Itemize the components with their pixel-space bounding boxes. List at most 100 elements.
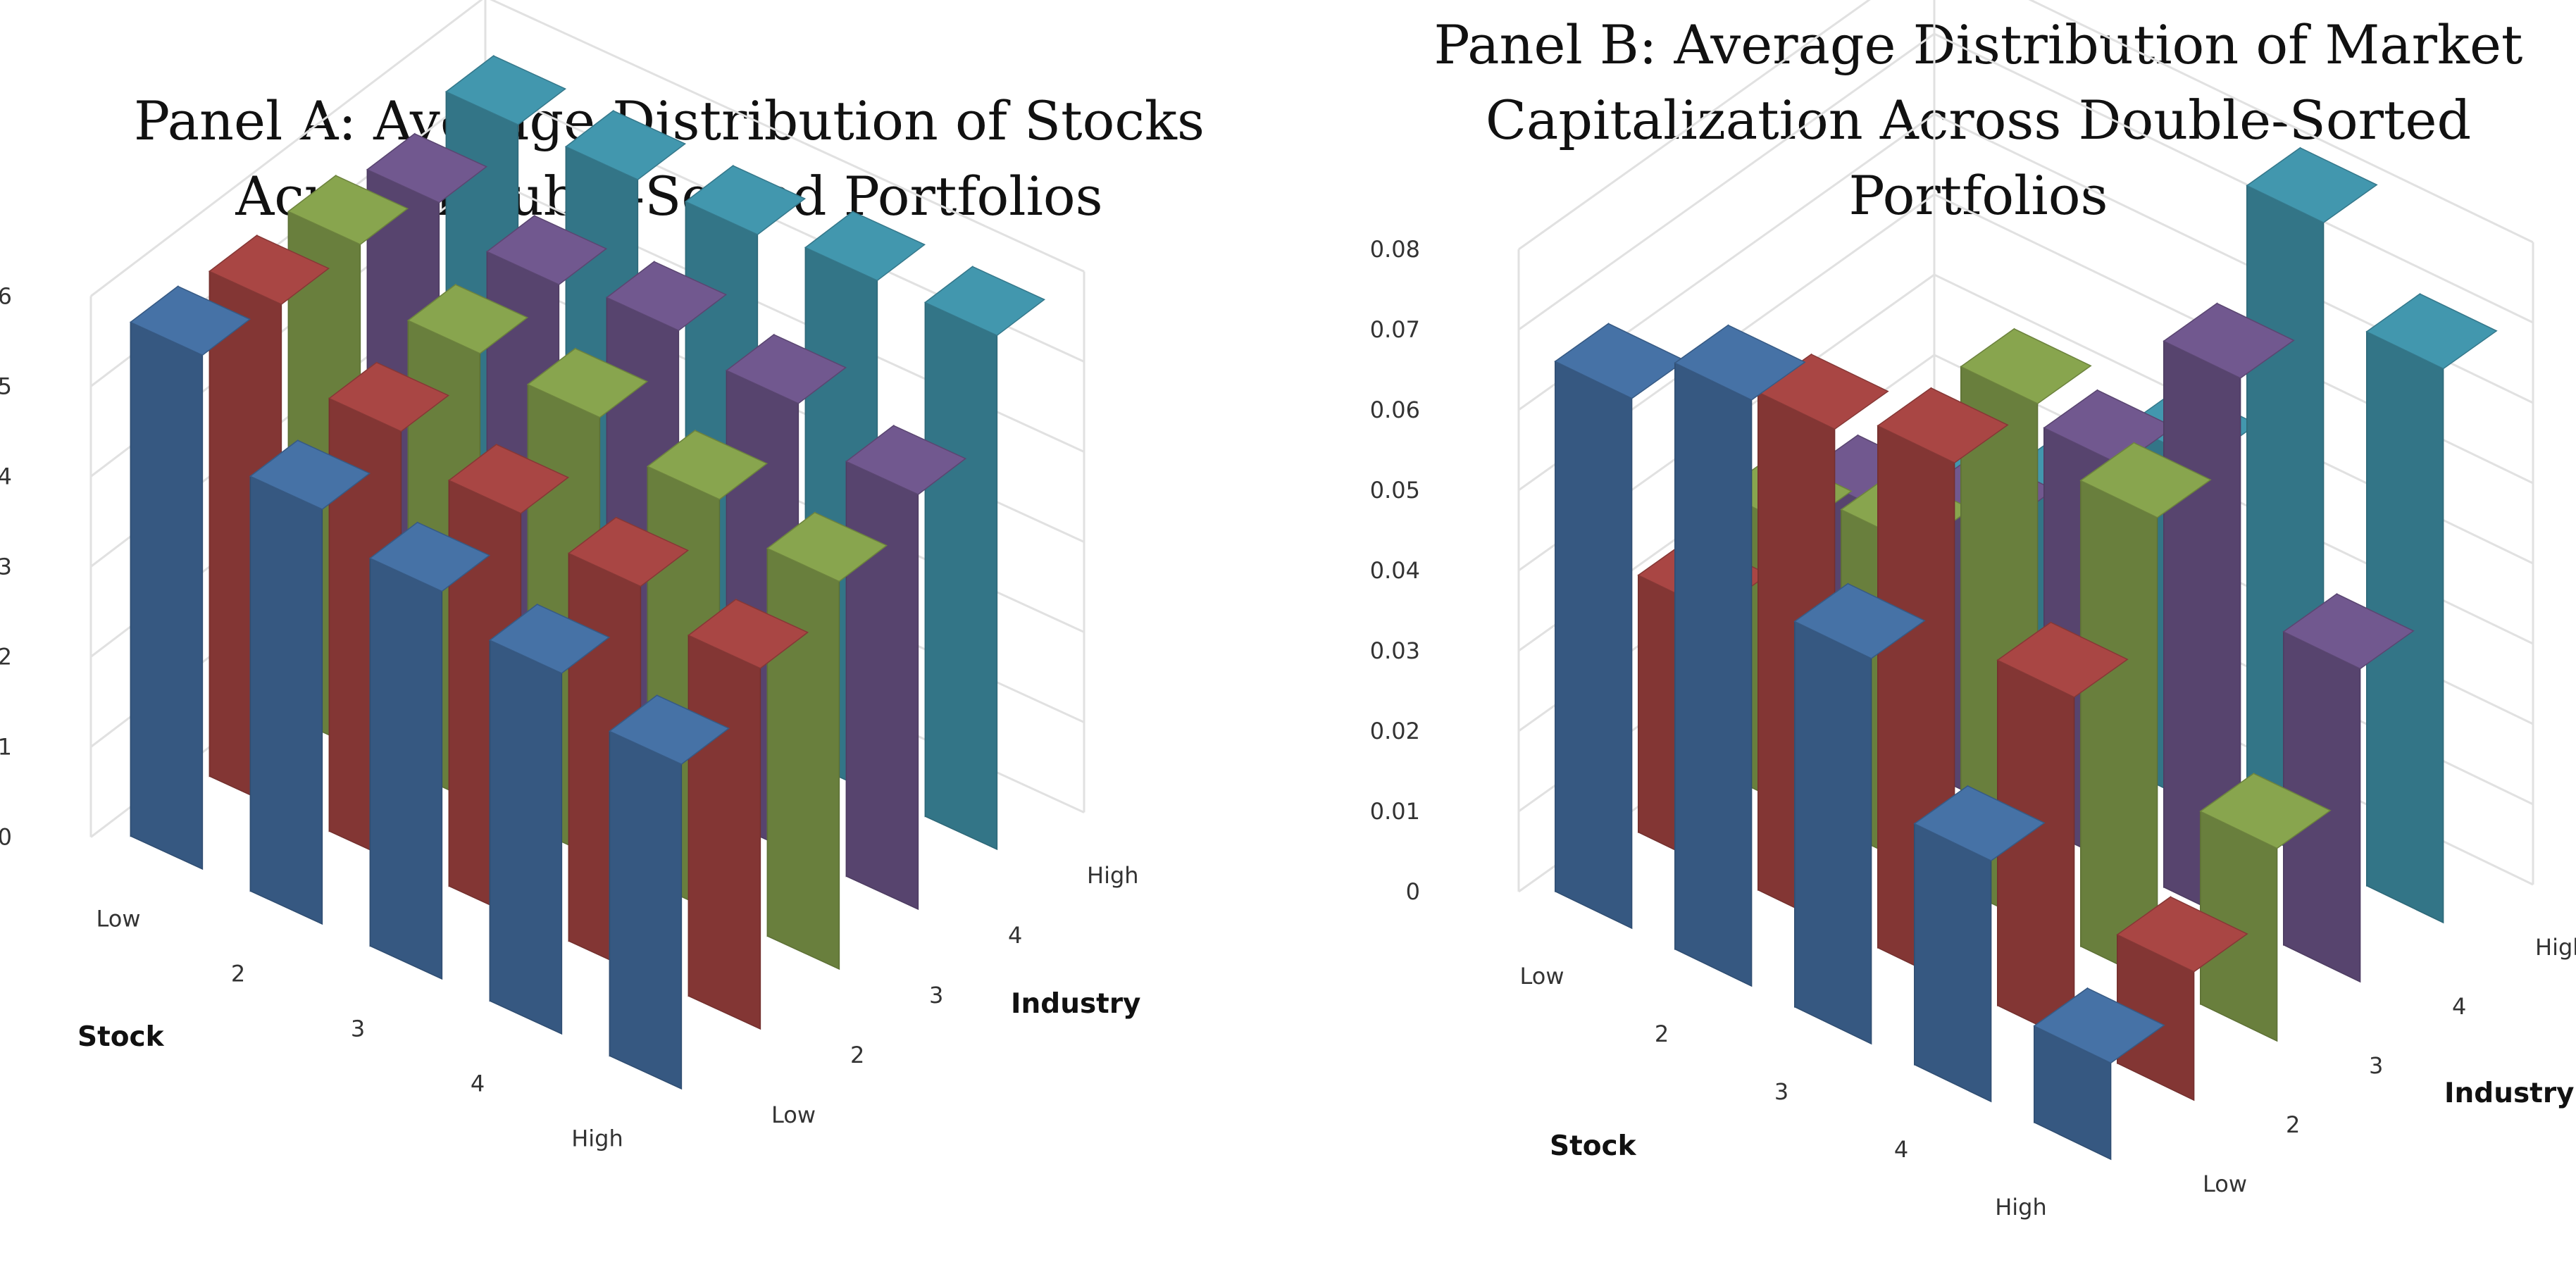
industry-tick-label: Low	[771, 1102, 816, 1128]
stock-tick-label: Low	[96, 906, 140, 932]
z-tick-label: 0.05	[1370, 477, 1420, 504]
industry-tick-label: High	[1087, 862, 1139, 889]
bar-face-top	[1996, 621, 2129, 698]
bar-face-top	[567, 516, 690, 587]
bar-b-stock-4-industry-3	[2079, 442, 2212, 985]
z-tick-label: 0.01	[0, 734, 12, 761]
bar-face-top	[1793, 582, 1926, 659]
bar-face-top	[1674, 324, 1806, 401]
industry-tick-label: Low	[2203, 1171, 2247, 1197]
stock-tick-label: 2	[231, 961, 245, 987]
bar-face-top	[725, 334, 847, 404]
industry-axis-title: Industry	[1011, 988, 1140, 1020]
bar-face-top	[406, 284, 529, 354]
industry-tick-label: 3	[2369, 1052, 2383, 1079]
industry-tick-label: 4	[2452, 993, 2466, 1020]
bar-face-side	[766, 547, 840, 971]
bar-face-side	[249, 475, 323, 925]
bar-face-top	[1960, 328, 2092, 404]
bar-a-stock-High-industry-4	[845, 424, 967, 911]
bar-face-top	[485, 215, 608, 285]
bar-face-top	[684, 165, 807, 235]
bars	[1554, 146, 2498, 1161]
panel-a: Panel A: Average Distribution of Stocks …	[0, 0, 1205, 1152]
z-tick-label: 0.04	[1370, 557, 1420, 584]
z-tick-label: 0.03	[1370, 637, 1420, 664]
bar-face-top	[488, 604, 611, 674]
stock-tick-label: 3	[351, 1016, 365, 1042]
bar-b-stock-4-industry-Low	[1913, 785, 2046, 1103]
bar-face-top	[328, 361, 450, 432]
chart-a-plot: 0 0.01 0.02 0.03 0.04 0.05 0.06 Low 2 3 4 High Low 2 3…	[0, 0, 1140, 1152]
bar-face-top	[368, 521, 491, 592]
stock-tick-label: High	[1995, 1194, 2047, 1221]
bar-face-top	[287, 175, 409, 245]
bar-face-top	[1877, 387, 2009, 463]
z-tick-label: 0	[0, 824, 12, 851]
bar-face-side	[845, 461, 919, 911]
gridline	[90, 0, 1085, 297]
bar-a-stock-4-industry-Low	[488, 603, 611, 1035]
z-tick-label: 0.06	[0, 283, 12, 310]
industry-tick-label: 4	[1008, 922, 1022, 949]
chart-title-line: Panel B: Average Distribution of Market	[1433, 13, 2523, 76]
z-tick-label: 0.02	[0, 644, 12, 670]
bar-face-top	[2116, 896, 2248, 973]
chart-b-plot: 0 0.01 0.02 0.03 0.04 0.05 0.06 0.07 0.08 Low 2 3 4 H…	[1370, 0, 2576, 1221]
bar-face-side	[1555, 361, 1633, 930]
z-tick-label: 0.03	[0, 554, 12, 580]
bar-face-top	[2282, 593, 2415, 670]
industry-tick-label: High	[2535, 934, 2576, 961]
z-tick-label: 0.08	[1370, 236, 1420, 263]
chart-title: Panel B: Average Distribution of Market …	[1381, 7, 2576, 233]
bar-face-side	[2080, 480, 2158, 985]
bar-face-side	[687, 634, 761, 1030]
bar-face-side	[1794, 620, 1872, 1045]
bar-face-top	[208, 235, 330, 305]
bar-face-top	[605, 261, 728, 332]
stock-tick-label: 2	[1655, 1021, 1669, 1047]
bar-face-top	[2163, 302, 2295, 379]
stock-tick-label: 3	[1774, 1078, 1788, 1105]
bars	[129, 54, 1046, 1090]
panel-b: Panel B: Average Distribution of Market …	[1370, 0, 2576, 1279]
bar-face-side	[609, 730, 683, 1090]
bar-b-stock-High-industry-Low	[2033, 987, 2165, 1161]
bar-face-top	[646, 430, 769, 500]
bar-face-top	[129, 285, 251, 356]
bar-a-stock-High-industry-High	[923, 265, 1046, 851]
bar-face-side	[369, 557, 443, 980]
z-tick-label: 0.07	[1370, 316, 1420, 343]
z-tick-label: 0.04	[0, 463, 12, 490]
z-tick-label: 0.06	[1370, 397, 1420, 423]
bar-a-stock-Low-industry-Low	[129, 285, 251, 871]
bar-face-top	[564, 110, 687, 180]
bar-face-top	[766, 511, 888, 582]
stock-tick-label: 4	[471, 1071, 485, 1097]
bar-face-top	[804, 211, 926, 282]
z-tick-label: 0.05	[0, 373, 12, 400]
bar-face-top	[2199, 773, 2332, 849]
bar-a-stock-3-industry-Low	[368, 521, 491, 980]
stock-axis-ticks: Low 2 3 4 High	[96, 906, 623, 1152]
bar-face-side	[1674, 362, 1753, 987]
industry-axis-ticks: Low 2 3 4 High	[771, 862, 1139, 1128]
bar-face-top	[2246, 147, 2378, 223]
bar-face-side	[489, 639, 563, 1035]
bar-face-top	[608, 694, 730, 765]
z-tick-label: 0.01	[1370, 798, 1420, 825]
chart-title-line: Capitalization Across Double-Sorted	[1485, 89, 2472, 151]
bar-b-stock-High-industry-3	[2199, 772, 2332, 1042]
industry-axis-ticks: Low 2 3 4 High	[2203, 934, 2576, 1197]
gridline	[1518, 0, 2534, 251]
bar-face-side	[1997, 659, 2075, 1044]
bar-face-top	[2365, 293, 2498, 370]
bar-face-top	[447, 444, 570, 514]
bar-face-top	[2079, 442, 2212, 518]
stock-tick-label: High	[571, 1125, 623, 1152]
bar-face-top	[923, 266, 1046, 337]
bar-face-top	[526, 348, 649, 418]
bar-b-stock-2-industry-Low	[1674, 324, 1806, 987]
industry-tick-label: 3	[929, 982, 943, 1009]
bar-b-stock-High-industry-High	[2365, 292, 2498, 924]
